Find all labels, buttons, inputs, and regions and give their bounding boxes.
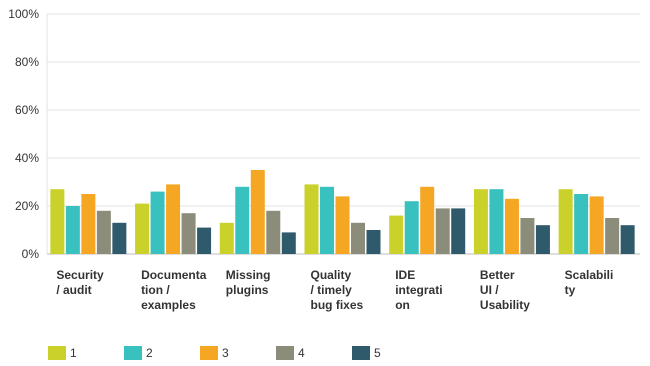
bar-series-5	[112, 222, 127, 254]
y-tick-label: 20%	[15, 199, 39, 213]
bar-series-1	[304, 184, 319, 254]
legend-swatch-3	[200, 346, 218, 360]
bar-series-4	[605, 218, 620, 254]
legend-swatch-4	[276, 346, 294, 360]
bar-series-2	[65, 206, 80, 254]
bar-series-2	[489, 189, 504, 254]
bar-series-3	[81, 194, 96, 254]
bars	[50, 170, 635, 254]
bar-series-4	[266, 210, 281, 254]
x-category-label: Missing plugins	[226, 268, 271, 297]
legend-swatch-1	[48, 346, 66, 360]
bar-series-4	[351, 222, 365, 254]
bar-series-3	[250, 170, 265, 254]
legend-swatch-2	[124, 346, 142, 360]
bar-series-1	[558, 189, 573, 254]
bar-series-3	[589, 196, 604, 254]
legend: 1 2 3 4 5	[48, 346, 381, 360]
legend-label-1: 1	[70, 346, 77, 360]
legend-swatch-5	[352, 346, 370, 360]
y-tick-label: 100%	[8, 7, 39, 21]
bar-series-5	[620, 225, 635, 254]
bar-series-1	[473, 189, 488, 254]
bar-series-3	[166, 184, 181, 254]
x-category-label: Quality / timely bug fixes	[311, 268, 364, 312]
bar-series-2	[574, 194, 589, 254]
bar-series-3	[504, 198, 519, 254]
bar-series-1	[50, 189, 65, 254]
y-axis-tick-labels: 0% 20% 40% 60% 80% 100%	[8, 7, 39, 261]
x-category-label: Better UI / Usability	[480, 268, 530, 312]
legend-label-2: 2	[146, 346, 153, 360]
bar-series-3	[335, 196, 350, 254]
bar-series-1	[389, 215, 404, 254]
bar-series-2	[404, 201, 419, 254]
legend-label-5: 5	[374, 346, 381, 360]
bar-series-4	[96, 210, 111, 254]
bar-series-1	[135, 203, 150, 254]
x-category-label: Documenta tion / examples	[141, 268, 207, 312]
legend-label-4: 4	[298, 346, 305, 360]
y-tick-label: 60%	[15, 103, 39, 117]
y-tick-label: 0%	[22, 247, 40, 261]
bar-series-2	[320, 186, 334, 254]
bar-series-3	[420, 186, 435, 254]
x-category-label: Scalabili ty	[565, 268, 614, 297]
bar-series-5	[366, 230, 381, 254]
x-axis-category-labels: Security / audit Documenta tion / examples Mi…	[56, 268, 613, 312]
bar-series-4	[435, 208, 450, 254]
bar-series-5	[197, 227, 212, 254]
bar-series-4	[181, 213, 196, 254]
bar-series-2	[150, 191, 165, 254]
x-category-label: IDE integrati on	[395, 268, 442, 312]
bar-series-4	[520, 218, 535, 254]
bar-series-1	[219, 222, 234, 254]
y-tick-label: 40%	[15, 151, 39, 165]
legend-label-3: 3	[222, 346, 229, 360]
bar-series-2	[235, 186, 250, 254]
bar-series-5	[535, 225, 550, 254]
x-category-label: Security / audit	[56, 268, 104, 297]
bar-series-5	[281, 232, 296, 254]
y-tick-label: 80%	[15, 55, 39, 69]
bar-series-5	[451, 208, 466, 254]
